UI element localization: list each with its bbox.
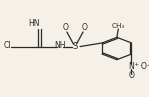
Text: Cl: Cl xyxy=(4,41,11,50)
Text: HN: HN xyxy=(28,19,39,28)
Text: O: O xyxy=(141,62,147,71)
Text: N: N xyxy=(129,62,134,71)
Text: ·: · xyxy=(139,62,141,71)
Text: +: + xyxy=(133,62,138,67)
Text: CH₃: CH₃ xyxy=(112,23,125,29)
Text: O: O xyxy=(82,23,87,32)
Text: S: S xyxy=(72,42,78,51)
Text: -: - xyxy=(147,62,149,68)
Text: O: O xyxy=(129,71,134,80)
Text: O: O xyxy=(62,23,68,32)
Text: NH: NH xyxy=(54,41,65,50)
